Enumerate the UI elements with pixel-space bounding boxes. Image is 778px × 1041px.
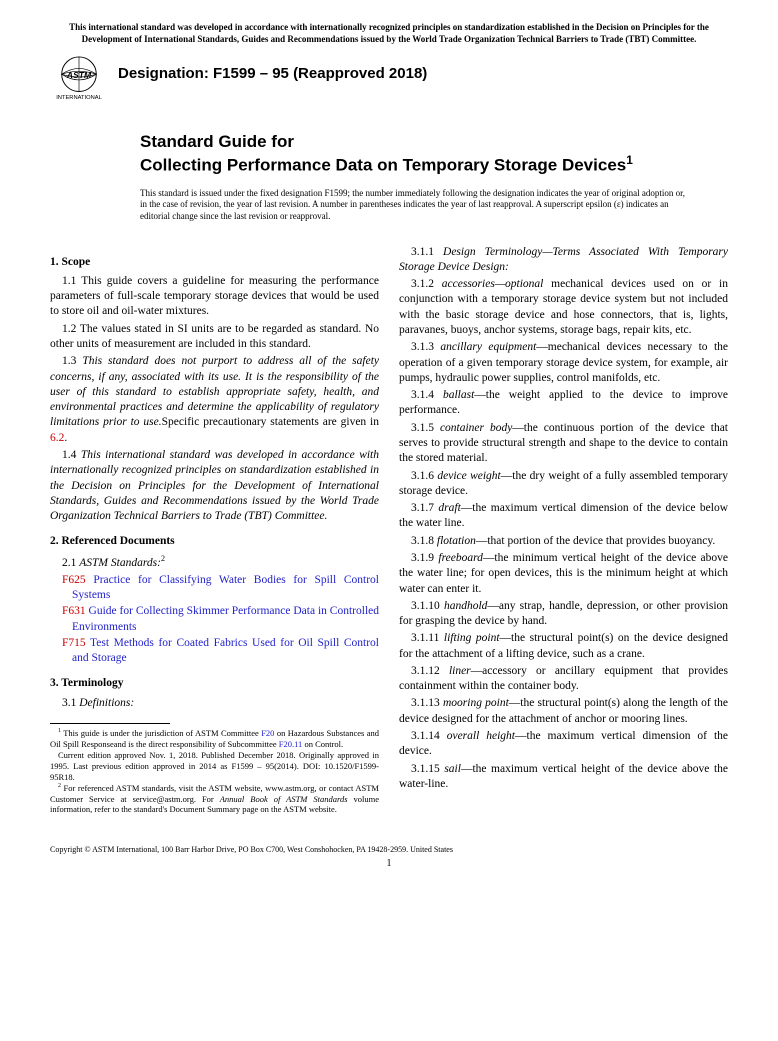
svg-text:INTERNATIONAL: INTERNATIONAL bbox=[56, 96, 102, 102]
tbt-statement: This international standard was develope… bbox=[60, 22, 718, 45]
body-columns: 1. Scope 1.1 This guide covers a guideli… bbox=[50, 245, 728, 815]
term-3-1-14: 3.1.14 overall height—the maximum vertic… bbox=[399, 729, 728, 760]
scope-1-3: 1.3 This standard does not purport to ad… bbox=[50, 354, 379, 446]
term-3-1-6: 3.1.6 device weight—the dry weight of a … bbox=[399, 469, 728, 500]
title-main-text: Collecting Performance Data on Temporary… bbox=[140, 155, 626, 174]
link-f20-11[interactable]: F20.11 bbox=[279, 739, 303, 749]
footnote-separator bbox=[50, 723, 170, 724]
footnote-block: 1 This guide is under the jurisdiction o… bbox=[50, 723, 379, 815]
term-3-1-10: 3.1.10 handhold—any strap, handle, depre… bbox=[399, 599, 728, 630]
header-row: ASTM INTERNATIONAL Designation: F1599 – … bbox=[50, 55, 728, 103]
footnote-1b: Current edition approved Nov. 1, 2018. P… bbox=[50, 750, 379, 782]
refs-2-1: 2.1 ASTM Standards:2 bbox=[50, 554, 379, 571]
ref-f631[interactable]: F631 Guide for Collecting Skimmer Perfor… bbox=[50, 604, 379, 635]
term-3-1-5: 3.1.5 container body—the continuous port… bbox=[399, 421, 728, 467]
footnote-2: 2 For referenced ASTM standards, visit t… bbox=[50, 783, 379, 815]
ref-f625[interactable]: F625 Practice for Classifying Water Bodi… bbox=[50, 573, 379, 604]
svg-text:ASTM: ASTM bbox=[66, 70, 92, 80]
link-6-2[interactable]: 6.2 bbox=[50, 432, 64, 444]
page-number: 1 bbox=[50, 858, 728, 869]
term-3-1-7: 3.1.7 draft—the maximum vertical dimensi… bbox=[399, 501, 728, 532]
term-3-1-15: 3.1.15 sail—the maximum vertical height … bbox=[399, 762, 728, 793]
issuance-note: This standard is issued under the fixed … bbox=[140, 188, 688, 223]
term-3-1-9: 3.1.9 freeboard—the minimum vertical hei… bbox=[399, 551, 728, 597]
term-heading: 3. Terminology bbox=[50, 676, 379, 691]
refs-heading: 2. Referenced Documents bbox=[50, 534, 379, 549]
page: This international standard was develope… bbox=[0, 0, 778, 889]
title-pre: Standard Guide for bbox=[140, 131, 728, 152]
astm-logo: ASTM INTERNATIONAL bbox=[50, 55, 108, 103]
term-3-1-2: 3.1.2 accessories—optional mechanical de… bbox=[399, 277, 728, 338]
scope-1-4: 1.4 This international standard was deve… bbox=[50, 448, 379, 524]
title-footnote-ref: 1 bbox=[626, 153, 633, 167]
term-3-1-4: 3.1.4 ballast—the weight applied to the … bbox=[399, 388, 728, 419]
term-3-1-11: 3.1.11 lifting point—the structural poin… bbox=[399, 631, 728, 662]
term-3-1-1: 3.1.1 Design Terminology—Terms Associate… bbox=[399, 245, 728, 276]
scope-1-1: 1.1 This guide covers a guideline for me… bbox=[50, 274, 379, 320]
ref-f715[interactable]: F715 Test Methods for Coated Fabrics Use… bbox=[50, 636, 379, 667]
scope-1-2: 1.2 The values stated in SI units are to… bbox=[50, 322, 379, 353]
link-f20[interactable]: F20 bbox=[261, 728, 274, 738]
scope-heading: 1. Scope bbox=[50, 255, 379, 270]
copyright-line: Copyright © ASTM International, 100 Barr… bbox=[50, 845, 728, 854]
term-3-1-3: 3.1.3 ancillary equipment—mechanical dev… bbox=[399, 340, 728, 386]
term-3-1: 3.1 Definitions: bbox=[50, 696, 379, 711]
title-main: Collecting Performance Data on Temporary… bbox=[140, 153, 728, 176]
term-3-1-13: 3.1.13 mooring point—the structural poin… bbox=[399, 696, 728, 727]
term-3-1-12: 3.1.12 liner—accessory or ancillary equi… bbox=[399, 664, 728, 695]
term-3-1-8: 3.1.8 flotation—that portion of the devi… bbox=[399, 534, 728, 549]
title-block: Standard Guide for Collecting Performanc… bbox=[140, 131, 728, 175]
footnote-1: 1 This guide is under the jurisdiction o… bbox=[50, 728, 379, 749]
designation: Designation: F1599 – 95 (Reapproved 2018… bbox=[118, 65, 427, 82]
